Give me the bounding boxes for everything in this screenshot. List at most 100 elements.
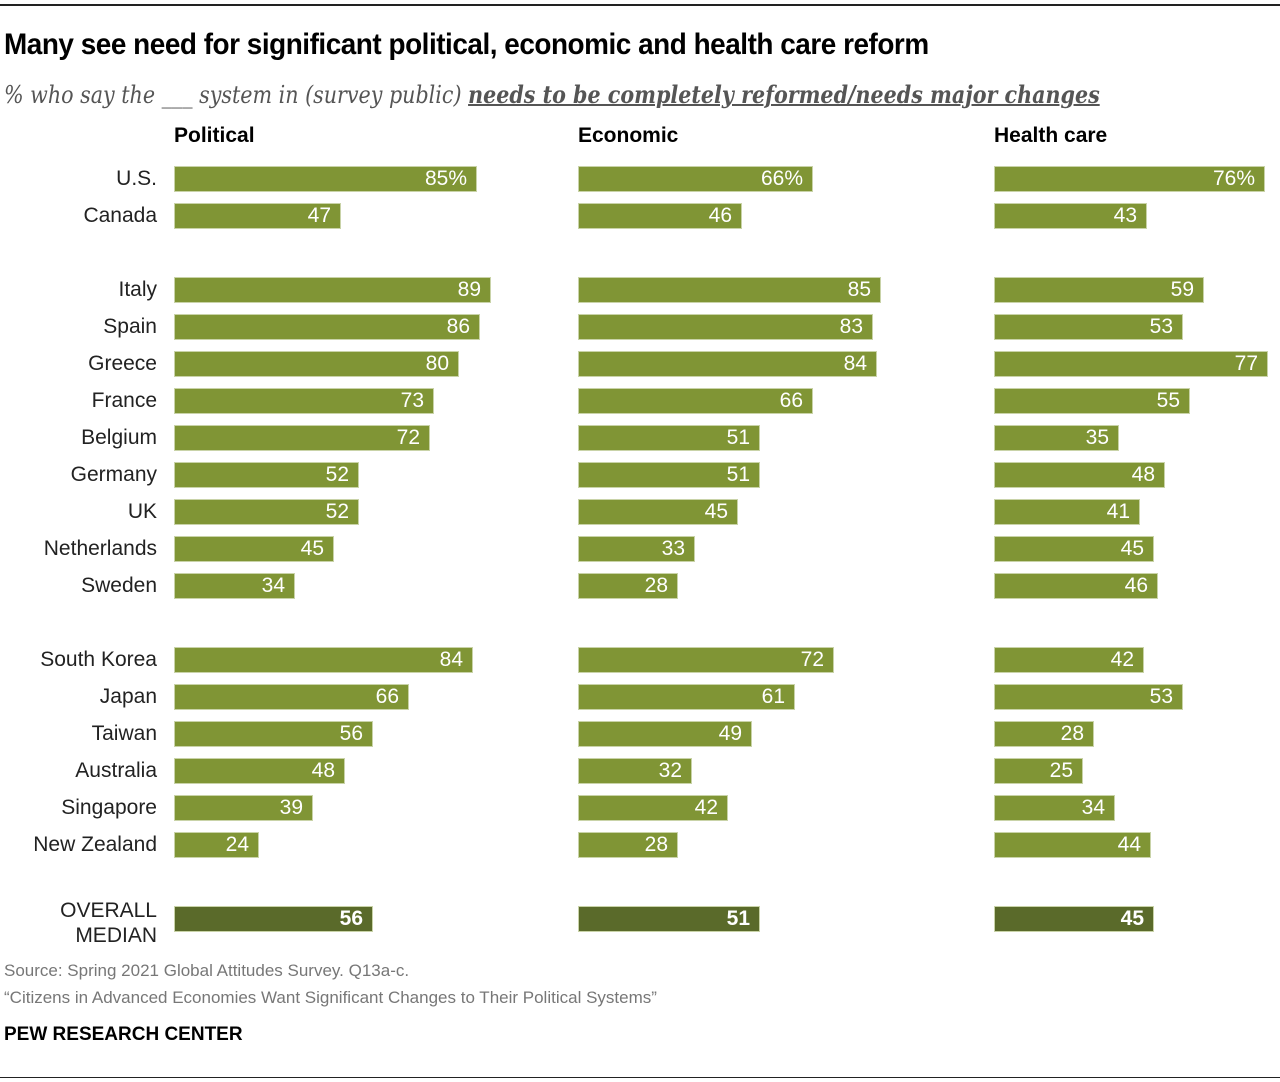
bar-political-france xyxy=(174,388,434,414)
bar-health-care-u-s xyxy=(994,166,1265,192)
data-label-political-uk: 52 xyxy=(325,500,349,523)
bar-economic-uk xyxy=(578,499,738,525)
bar-political-belgium xyxy=(174,425,430,451)
data-label-health-care-overall-median: 45 xyxy=(1120,907,1144,930)
data-label-economic-canada: 46 xyxy=(708,204,732,227)
data-label-political-spain: 86 xyxy=(446,315,470,338)
row-label-spain: Spain xyxy=(103,315,157,338)
subtitle-prefix: % who say the ___ system in (survey publ… xyxy=(4,81,469,109)
bar-political-singapore xyxy=(174,795,313,821)
data-label-political-italy: 89 xyxy=(457,278,481,301)
bar-economic-canada xyxy=(578,203,742,229)
bar-economic-belgium xyxy=(578,425,760,451)
row-label-overall-median: OVERALL MEDIAN xyxy=(60,899,157,947)
data-label-health-care-netherlands: 45 xyxy=(1120,537,1144,560)
row-label-france: France xyxy=(91,389,157,412)
chart-subtitle: % who say the ___ system in (survey publ… xyxy=(4,80,1100,109)
data-label-health-care-south-korea: 42 xyxy=(1110,648,1134,671)
data-label-economic-france: 66 xyxy=(779,389,803,412)
data-label-economic-spain: 83 xyxy=(839,315,863,338)
data-label-health-care-new-zealand: 44 xyxy=(1117,833,1141,856)
data-label-health-care-belgium: 35 xyxy=(1085,426,1109,449)
bar-economic-sweden xyxy=(578,573,678,599)
data-label-health-care-singapore: 34 xyxy=(1081,796,1105,819)
chart-title: Many see need for significant political,… xyxy=(4,28,929,61)
bar-political-new-zealand xyxy=(174,832,259,858)
bar-health-care-france xyxy=(994,388,1190,414)
row-label-taiwan: Taiwan xyxy=(91,722,157,745)
bar-economic-spain xyxy=(578,314,873,340)
bar-health-care-overall-median xyxy=(994,906,1154,932)
data-label-health-care-australia: 25 xyxy=(1049,759,1073,782)
bar-health-care-south-korea xyxy=(994,647,1144,673)
bar-economic-south-korea xyxy=(578,647,834,673)
row-label-south-korea: South Korea xyxy=(40,648,157,671)
column-header-economic: Economic xyxy=(578,124,679,147)
data-label-health-care-italy: 59 xyxy=(1170,278,1194,301)
bar-health-care-belgium xyxy=(994,425,1119,451)
data-label-economic-south-korea: 72 xyxy=(800,648,824,671)
bar-political-spain xyxy=(174,314,480,340)
bar-political-germany xyxy=(174,462,359,488)
bottom-rule xyxy=(0,1077,1280,1078)
bar-economic-italy xyxy=(578,277,881,303)
bar-health-care-greece xyxy=(994,351,1268,377)
data-label-economic-taiwan: 49 xyxy=(718,722,742,745)
data-label-health-care-uk: 41 xyxy=(1106,500,1130,523)
bar-economic-japan xyxy=(578,684,795,710)
data-label-economic-italy: 85 xyxy=(847,278,871,301)
data-label-political-south-korea: 84 xyxy=(439,648,463,671)
row-label-belgium: Belgium xyxy=(81,426,157,449)
data-label-economic-new-zealand: 28 xyxy=(644,833,668,856)
data-label-economic-singapore: 42 xyxy=(694,796,718,819)
data-label-political-u-s: 85% xyxy=(424,167,467,190)
bar-economic-singapore xyxy=(578,795,728,821)
subtitle-emphasis: needs to be completely reformed/needs ma… xyxy=(468,80,1100,109)
bar-economic-u-s xyxy=(578,166,813,192)
data-label-health-care-france: 55 xyxy=(1156,389,1180,412)
bar-economic-new-zealand xyxy=(578,832,678,858)
row-label-new-zealand: New Zealand xyxy=(33,833,157,856)
bar-political-south-korea xyxy=(174,647,473,673)
row-label-singapore: Singapore xyxy=(61,796,157,819)
bar-political-japan xyxy=(174,684,409,710)
data-label-political-belgium: 72 xyxy=(396,426,420,449)
bar-economic-france xyxy=(578,388,813,414)
report-title: “Citizens in Advanced Economies Want Sig… xyxy=(4,988,657,1007)
row-label-sweden: Sweden xyxy=(81,574,157,597)
bar-political-uk xyxy=(174,499,359,525)
data-label-political-japan: 66 xyxy=(375,685,399,708)
bar-political-u-s xyxy=(174,166,477,192)
bar-health-care-spain xyxy=(994,314,1183,340)
bar-health-care-germany xyxy=(994,462,1165,488)
data-label-health-care-greece: 77 xyxy=(1234,352,1258,375)
data-label-political-germany: 52 xyxy=(325,463,349,486)
data-label-economic-sweden: 28 xyxy=(644,574,668,597)
row-label-u-s: U.S. xyxy=(116,167,157,190)
row-label-australia: Australia xyxy=(75,759,157,782)
data-label-health-care-spain: 53 xyxy=(1149,315,1173,338)
data-label-economic-greece: 84 xyxy=(843,352,867,375)
data-label-health-care-germany: 48 xyxy=(1131,463,1155,486)
data-label-political-overall-median: 56 xyxy=(339,907,363,930)
bar-health-care-uk xyxy=(994,499,1140,525)
bar-health-care-japan xyxy=(994,684,1183,710)
data-label-political-australia: 48 xyxy=(311,759,335,782)
row-label-germany: Germany xyxy=(70,463,157,486)
bar-economic-australia xyxy=(578,758,692,784)
bar-political-greece xyxy=(174,351,459,377)
data-label-political-sweden: 34 xyxy=(261,574,285,597)
data-label-political-greece: 80 xyxy=(425,352,449,375)
bar-political-australia xyxy=(174,758,345,784)
data-label-political-france: 73 xyxy=(400,389,424,412)
top-rule xyxy=(0,4,1280,6)
bar-political-sweden xyxy=(174,573,295,599)
data-label-economic-australia: 32 xyxy=(658,759,682,782)
column-header-political: Political xyxy=(174,124,255,147)
brand-logo-text: PEW RESEARCH CENTER xyxy=(4,1024,243,1045)
data-label-economic-germany: 51 xyxy=(726,463,750,486)
data-label-economic-u-s: 66% xyxy=(760,167,803,190)
data-label-political-netherlands: 45 xyxy=(300,537,324,560)
bar-health-care-new-zealand xyxy=(994,832,1151,858)
bar-economic-overall-median xyxy=(578,906,760,932)
